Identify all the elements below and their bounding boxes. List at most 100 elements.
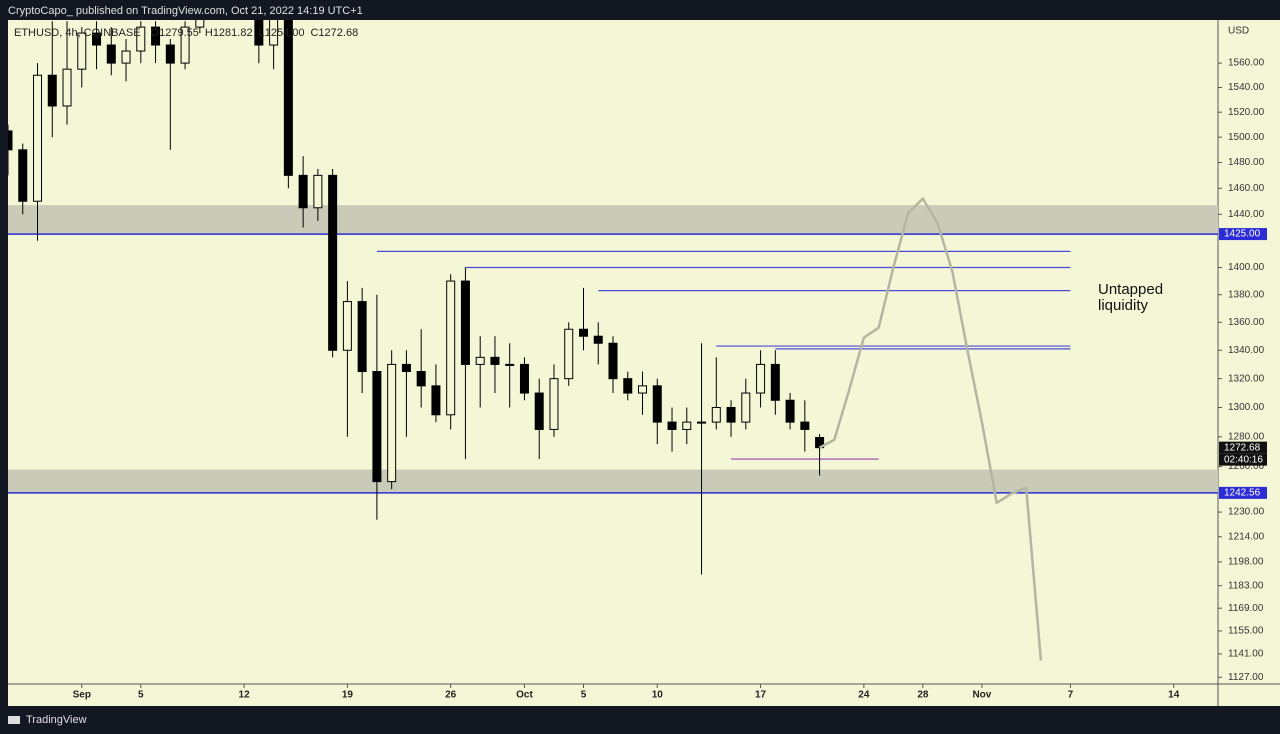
forecast-line	[818, 197, 1043, 661]
x-tick-label: Sep	[73, 690, 91, 701]
logo	[8, 716, 20, 724]
candle-body	[770, 363, 780, 401]
candle-body	[741, 392, 751, 423]
candle-body	[800, 421, 810, 430]
ohlc-value: O1279.55	[151, 27, 199, 39]
x-tick-label: 7	[1068, 690, 1074, 701]
candle-body	[121, 50, 131, 64]
candle-body	[726, 407, 736, 423]
publisher: CryptoCapo_ published on TradingView.com…	[8, 5, 363, 17]
candle-body	[475, 356, 485, 365]
candle-body	[667, 421, 677, 430]
countdown-badge	[1219, 453, 1267, 466]
plot	[8, 20, 1218, 661]
time-axis	[8, 684, 1280, 706]
candle-body	[269, 20, 279, 46]
y-tick-label: 1480.00	[1228, 157, 1265, 168]
y-tick-label: 1260.00	[1228, 461, 1265, 472]
candle-body	[8, 130, 13, 151]
ohlc-value: H1281.82	[205, 27, 253, 39]
price-badge	[1219, 228, 1267, 241]
price-badge-label: 1272.68	[1224, 442, 1261, 453]
zone	[8, 469, 1218, 493]
y-tick-label: 1230.00	[1228, 507, 1265, 518]
candle-body	[106, 44, 116, 64]
candle-body	[342, 301, 352, 351]
y-tick-label: 1300.00	[1228, 402, 1265, 413]
candle-body	[785, 399, 795, 423]
price-badge	[1219, 441, 1267, 454]
candle-body	[623, 378, 633, 394]
x-tick-label: 5	[581, 690, 587, 701]
candle-body	[47, 74, 57, 107]
y-tick-label: 1520.00	[1228, 107, 1265, 118]
candle-body	[136, 26, 146, 52]
candle-body	[18, 149, 28, 202]
price-badge	[1219, 486, 1267, 499]
x-tick-label: 24	[858, 690, 870, 701]
y-tick-label: 1320.00	[1228, 373, 1265, 384]
annotation: Untapped	[1098, 281, 1163, 298]
y-tick-label: 1280.00	[1228, 431, 1265, 442]
y-tick-label: 1460.00	[1228, 183, 1265, 194]
x-tick-label: 28	[917, 690, 929, 701]
candle-body	[254, 20, 264, 46]
candle-body	[180, 26, 190, 64]
candle-body	[682, 421, 692, 430]
candle-body	[505, 363, 515, 366]
y-tick-label: 1183.00	[1228, 580, 1264, 591]
price-axis	[1218, 20, 1280, 684]
y-tick-label: 1155.00	[1228, 626, 1264, 637]
candle-body	[387, 363, 397, 483]
x-tick-label: 10	[652, 690, 664, 701]
candle-body	[534, 392, 544, 430]
candle-body	[756, 363, 766, 394]
price-badge-label: 1425.00	[1224, 229, 1261, 240]
candle-body	[549, 378, 559, 430]
y-tick-label: 1560.00	[1228, 58, 1265, 69]
y-tick-label: 1214.00	[1228, 531, 1265, 542]
candle-body	[697, 421, 707, 424]
candle-body	[62, 68, 72, 107]
y-tick-label: 1198.00	[1228, 557, 1264, 568]
ohlc-value: C1272.68	[310, 27, 358, 39]
y-tick-label: 1141.00	[1228, 649, 1264, 660]
candle-body	[283, 20, 293, 176]
candle-body	[519, 363, 529, 394]
candle-body	[652, 385, 662, 423]
currency: USD	[1228, 26, 1249, 37]
candle-body	[711, 407, 721, 423]
candle-body	[372, 371, 382, 483]
candle-body	[357, 301, 367, 373]
candle-body	[460, 280, 470, 365]
x-tick-label: Nov	[972, 690, 991, 701]
candle-body	[401, 363, 411, 373]
candle-body	[490, 356, 500, 365]
brand: TradingView	[26, 714, 87, 726]
candle-body	[151, 26, 161, 46]
x-tick-label: 14	[1168, 690, 1180, 701]
y-tick-label: 1169.00	[1228, 603, 1264, 614]
candle-body	[298, 174, 308, 209]
x-tick-label: 17	[755, 690, 767, 701]
x-tick-label: 19	[342, 690, 354, 701]
candle-body	[638, 385, 648, 394]
candle-body	[77, 32, 87, 70]
x-tick-label: 12	[239, 690, 251, 701]
candle-body	[564, 328, 574, 380]
annotation: liquidity	[1098, 297, 1149, 314]
candle-body	[431, 385, 441, 416]
zone	[8, 205, 1218, 235]
candle-body	[165, 44, 175, 64]
y-tick-label: 1127.00	[1228, 672, 1264, 683]
candle-body	[328, 174, 338, 351]
candle-body	[446, 280, 456, 416]
y-tick-label: 1340.00	[1228, 345, 1265, 356]
candle-body	[92, 32, 102, 46]
countdown: 02:40:16	[1224, 454, 1263, 465]
candle-body	[608, 342, 618, 380]
candle-body	[416, 371, 426, 387]
x-tick-label: 5	[138, 690, 144, 701]
ohlc-value: L1254.00	[259, 27, 305, 39]
